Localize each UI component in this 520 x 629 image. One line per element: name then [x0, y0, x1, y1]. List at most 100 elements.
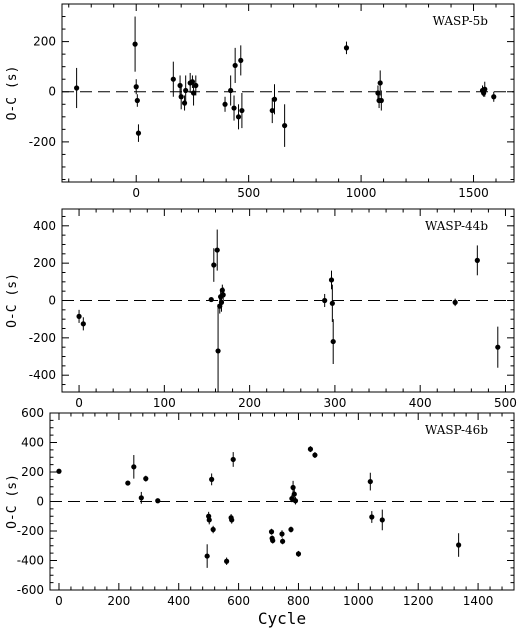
- y-tick-label: 200: [33, 256, 56, 270]
- data-point: [329, 300, 335, 306]
- data-point: [231, 105, 237, 111]
- data-point: [343, 45, 350, 51]
- data-point: [282, 122, 288, 129]
- y-tick-label: 0: [48, 294, 56, 308]
- panel-3: 0 200 400 600 800 1000 1200 1400 -600 -400 -200 0 20…: [5, 406, 515, 628]
- data-point: [328, 277, 335, 283]
- x-tick-label: 400: [409, 396, 432, 410]
- data-point: [133, 84, 139, 90]
- data-point: [232, 62, 238, 69]
- data-point: [80, 321, 86, 327]
- data-point: [271, 96, 278, 102]
- y-tick-label: 400: [21, 436, 44, 450]
- data-point: [230, 456, 236, 463]
- x-axis-title: Cycle: [258, 609, 306, 628]
- data-point: [307, 446, 314, 452]
- x-tick-label: 1200: [403, 594, 434, 608]
- data-point: [239, 107, 245, 114]
- data-point: [135, 130, 142, 136]
- y-tick-label: 0: [48, 85, 56, 99]
- data-point: [210, 526, 216, 533]
- x-tick-label: 500: [494, 396, 517, 410]
- data-point: [279, 531, 285, 537]
- y-tick-label: -200: [29, 135, 56, 149]
- y-axis-title: O-C (s): [5, 474, 20, 529]
- y-tick-label: 200: [33, 35, 56, 49]
- data-point: [456, 542, 462, 548]
- data-point: [190, 90, 197, 96]
- data-point: [491, 94, 497, 100]
- data-point: [238, 57, 244, 64]
- data-point: [131, 464, 137, 470]
- x-tick-label: 500: [237, 186, 260, 200]
- x-tick-label: 200: [107, 594, 130, 608]
- data-point: [229, 517, 235, 523]
- data-point: [224, 558, 230, 564]
- data-point: [295, 551, 302, 557]
- data-point: [452, 299, 458, 305]
- data-point: [138, 495, 144, 501]
- y-tick-label: -200: [29, 331, 56, 345]
- x-tick-label: 0: [75, 396, 83, 410]
- panel-label: WASP-5b: [433, 14, 489, 28]
- y-tick-label: -600: [17, 583, 44, 597]
- data-point: [322, 297, 328, 304]
- data-point: [74, 85, 80, 91]
- data-point: [291, 491, 297, 497]
- data-point: [143, 476, 149, 482]
- y-tick-label: -400: [17, 554, 44, 568]
- x-tick-label: 100: [153, 396, 176, 410]
- x-tick-label: 1000: [343, 594, 374, 608]
- x-tick-label: 1400: [463, 594, 494, 608]
- data-point: [193, 82, 199, 89]
- data-point: [378, 97, 384, 104]
- y-axis-title: O-C (s): [5, 273, 20, 328]
- y-tick-label: 400: [33, 219, 56, 233]
- y-tick-label: -400: [29, 368, 56, 382]
- panel-2: 0 100 200 300 400 500 -400 -200 0 200 400 WASP-44b O…: [5, 208, 517, 410]
- x-tick-label: 800: [287, 594, 310, 608]
- x-tick-label: 200: [238, 396, 261, 410]
- panel-1: 0 500 1000 1500 -200 0 200 WASP-5b O-C (s): [5, 3, 515, 200]
- data-point: [177, 82, 183, 89]
- x-tick-label: 1500: [458, 186, 489, 200]
- x-tick-label: 400: [167, 594, 190, 608]
- data-point: [269, 107, 275, 114]
- plot-frame: [49, 412, 515, 591]
- data-point: [155, 498, 161, 504]
- data-point: [208, 296, 214, 303]
- y-tick-label: 600: [21, 406, 44, 420]
- data-point: [183, 87, 189, 94]
- x-tick-label: 1000: [346, 186, 377, 200]
- y-tick-label: 200: [21, 465, 44, 479]
- data-point: [292, 498, 299, 504]
- data-point: [377, 80, 383, 86]
- y-tick-label: -200: [17, 524, 44, 538]
- data-point: [214, 247, 220, 253]
- data-point: [495, 344, 501, 350]
- data-point: [209, 476, 215, 482]
- data-point: [220, 292, 226, 298]
- data-point: [474, 257, 480, 263]
- data-point: [76, 313, 82, 319]
- data-point: [330, 338, 336, 345]
- data-point: [228, 87, 234, 94]
- x-tick-label: 300: [323, 396, 346, 410]
- data-point: [270, 537, 276, 544]
- data-point: [125, 480, 131, 486]
- y-axis-title: O-C (s): [5, 66, 20, 121]
- x-tick-label: 0: [132, 186, 140, 200]
- x-tick-label: 0: [55, 594, 63, 608]
- data-point: [379, 517, 385, 523]
- data-point: [215, 348, 221, 354]
- data-point: [369, 514, 375, 520]
- data-point: [56, 468, 62, 474]
- data-point: [482, 86, 488, 92]
- data-point: [222, 101, 228, 107]
- data-point: [219, 287, 225, 293]
- data-point: [288, 526, 294, 533]
- data-point: [235, 114, 242, 120]
- data-point: [206, 517, 212, 523]
- data-point: [290, 484, 296, 491]
